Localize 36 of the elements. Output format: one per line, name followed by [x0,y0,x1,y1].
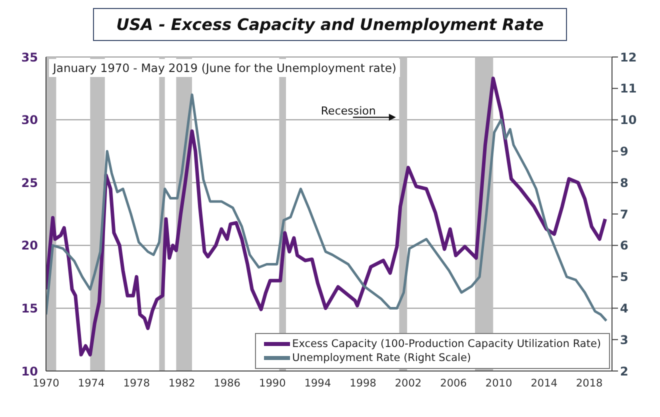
y2-tick-label: 4 [620,301,628,316]
legend-label: Excess Capacity (100-Production Capacity Utilization Rate) [292,338,601,350]
x-tick-label: 1970 [32,377,60,390]
x-tick-label: 1998 [350,377,376,390]
x-tick-label: 2018 [576,377,603,390]
y2-tick-label: 2 [620,364,628,378]
x-tick-label: 1982 [168,377,196,390]
x-tick-label: 1986 [214,377,241,390]
legend-label: Unemployment Rate (Right Scale) [292,352,472,364]
line-series [46,93,608,322]
y2-tick-label: 9 [620,144,628,158]
y2-tick-label: 12 [620,50,637,64]
y2-tick-label: 10 [620,113,637,128]
y-tick-label: 20 [21,238,38,253]
x-tick-label: 2010 [485,377,512,390]
y2-tick-label: 8 [620,176,628,190]
annotation: Recession [320,104,376,118]
y-tick-label: 25 [21,176,38,190]
y-tick-label: 10 [21,364,38,378]
x-tick-label: 1990 [259,377,286,390]
y-tick-label: 30 [21,113,38,128]
x-tick-label: 1978 [123,377,150,390]
y2-tick-label: 3 [620,332,628,347]
y2-tick-label: 7 [620,207,628,222]
x-tick-label: 2014 [530,377,558,390]
x-tick-label: 2006 [440,377,468,390]
y2-tick-label: 5 [620,270,628,284]
x-tick-label: 1994 [304,377,332,390]
y-tick-label: 35 [21,50,38,64]
x-tick-label: 1974 [78,377,105,390]
chart-title: USA - Excess Capacity and Unemployment Rate [93,8,567,41]
y2-tick-label: 11 [620,82,637,96]
chart-subtitle: January 1970 - May 2019 (June for the Unemployment rate) [49,59,400,77]
y-tick-label: 15 [21,301,38,316]
x-tick-label: 2002 [394,377,422,390]
y2-tick-label: 6 [620,238,628,253]
